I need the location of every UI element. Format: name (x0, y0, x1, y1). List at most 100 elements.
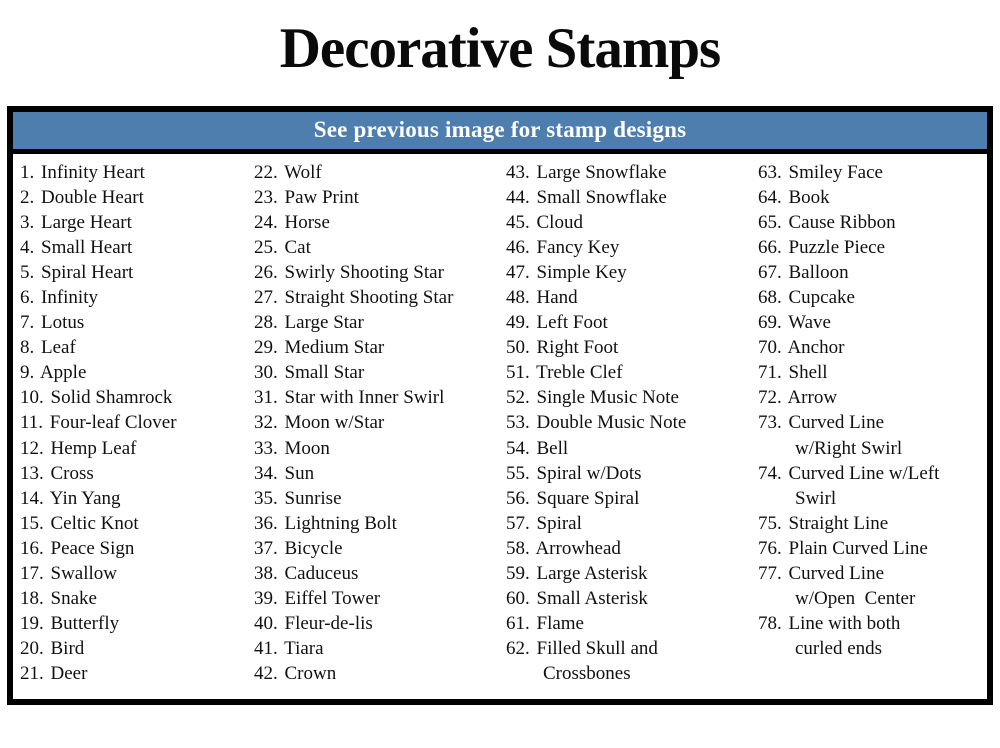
stamp-list-item: 25. Cat (254, 235, 506, 260)
stamp-item-text: 6. Infinity (20, 285, 254, 310)
stamp-item-label: Caduceus (279, 563, 359, 585)
stamp-item-text: 1. Infinity Heart (20, 160, 254, 185)
stamp-item-text: 52. Single Music Note (506, 385, 758, 410)
stamp-item-label: Left Foot (531, 312, 608, 334)
stamp-list-item: 61. Flame (506, 611, 758, 636)
stamp-item-text: 14. Yin Yang (20, 486, 254, 511)
stamp-item-number: 34. (254, 462, 278, 484)
stamp-item-label: Filled Skull and (531, 638, 658, 660)
stamp-item-number: 59. (506, 563, 530, 585)
stamp-item-text: 26. Swirly Shooting Star (254, 260, 506, 285)
stamp-list-item: 55. Spiral w/Dots (506, 461, 758, 486)
stamp-item-label: Arrowhead (531, 537, 621, 559)
stamp-item-number: 74. (758, 462, 782, 484)
stamp-item-text: 49. Left Foot (506, 310, 758, 335)
stamp-list-item: 76. Plain Curved Line (758, 536, 987, 561)
stamp-item-text: 44. Small Snowflake (506, 185, 758, 210)
stamp-item-number: 60. (506, 588, 530, 610)
stamp-list-item: 34. Sun (254, 461, 506, 486)
stamp-item-text: 4. Small Heart (20, 235, 254, 260)
stamp-item-label: Small Heart (36, 236, 133, 258)
stamp-list-item: 48. Hand (506, 285, 758, 310)
stamp-item-label: Cupcake (783, 287, 855, 309)
stamp-list-item: 15. Celtic Knot (20, 511, 254, 536)
stamp-item-number: 75. (758, 512, 782, 534)
stamp-list-item: 47. Simple Key (506, 260, 758, 285)
stamp-item-text: 11. Four-leaf Clover (20, 410, 254, 435)
stamp-item-text: 51. Treble Clef (506, 360, 758, 385)
stamp-item-label: Peace Sign (45, 537, 135, 559)
stamp-item-number: 32. (254, 412, 278, 434)
stamp-list-item: 22. Wolf (254, 160, 506, 185)
stamp-list-item: 35. Sunrise (254, 486, 506, 511)
stamp-item-text: 54. Bell (506, 436, 758, 461)
stamp-item-text: 27. Straight Shooting Star (254, 285, 506, 310)
stamp-item-text: 18. Snake (20, 586, 254, 611)
stamp-item-label: Double Heart (36, 186, 144, 208)
stamp-list-item: 1. Infinity Heart (20, 160, 254, 185)
stamp-item-text: 73. Curved Line (758, 410, 987, 435)
stamp-item-label: Hand (531, 287, 578, 309)
stamp-column-3: 43. Large Snowflake 44. Small Snowflake 45… (506, 160, 758, 687)
stamp-item-label: Plain Curved Line (783, 537, 928, 559)
stamp-list-item: 10. Solid Shamrock (20, 385, 254, 410)
stamp-item-text: 47. Simple Key (506, 260, 758, 285)
stamp-item-number: 6. (20, 287, 35, 309)
stamp-item-label: Anchor (783, 337, 845, 359)
stamp-item-text: 55. Spiral w/Dots (506, 461, 758, 486)
stamp-item-text: 31. Star with Inner Swirl (254, 385, 506, 410)
stamp-item-number: 3. (20, 211, 35, 233)
stamp-item-number: 49. (506, 312, 530, 334)
stamp-item-text: 42. Crown (254, 661, 506, 686)
stamp-item-number: 50. (506, 337, 530, 359)
stamp-item-label: Spiral (531, 512, 582, 534)
stamp-item-label: Deer (45, 663, 88, 685)
stamp-list-item: 39. Eiffel Tower (254, 586, 506, 611)
stamp-item-number: 38. (254, 563, 278, 585)
stamp-item-label: Four-leaf Clover (45, 412, 177, 434)
stamp-item-label: Horse (279, 211, 330, 233)
stamp-item-label: Lotus (36, 312, 85, 334)
stamp-item-number: 76. (758, 537, 782, 559)
stamp-item-label: Book (783, 186, 830, 208)
stamp-item-text: 37. Bicycle (254, 536, 506, 561)
stamp-list-item: 11. Four-leaf Clover (20, 410, 254, 435)
stamp-item-number: 71. (758, 362, 782, 384)
stamp-item-text: 72. Arrow (758, 385, 987, 410)
stamp-item-number: 70. (758, 337, 782, 359)
stamp-item-label: Straight Line (783, 512, 889, 534)
stamp-item-number: 57. (506, 512, 530, 534)
stamp-item-number: 9. (20, 362, 35, 384)
stamp-item-label: Small Snowflake (531, 186, 667, 208)
stamp-list-item: 21. Deer (20, 661, 254, 686)
stamp-item-text: 74. Curved Line w/Left (758, 461, 987, 486)
stamp-item-label: Yin Yang (45, 487, 121, 509)
stamp-item-label: Solid Shamrock (45, 387, 173, 409)
stamp-item-label: Puzzle Piece (783, 236, 886, 258)
stamp-item-label: Spiral w/Dots (531, 462, 642, 484)
stamp-item-text: 41. Tiara (254, 636, 506, 661)
stamp-list-item: 74. Curved Line w/Left Swirl (758, 461, 987, 511)
stamp-list-item: 20. Bird (20, 636, 254, 661)
stamp-item-text: 64. Book (758, 185, 987, 210)
stamp-list-item: 26. Swirly Shooting Star (254, 260, 506, 285)
stamp-item-number: 72. (758, 387, 782, 409)
stamp-item-label: Fancy Key (531, 236, 620, 258)
stamp-list-item: 7. Lotus (20, 310, 254, 335)
stamp-item-number: 5. (20, 261, 35, 283)
stamp-item-text: 38. Caduceus (254, 561, 506, 586)
stamp-item-text: 10. Solid Shamrock (20, 385, 254, 410)
stamp-item-text: 48. Hand (506, 285, 758, 310)
stamp-item-number: 65. (758, 211, 782, 233)
stamp-list-item: 43. Large Snowflake (506, 160, 758, 185)
stamp-item-number: 30. (254, 362, 278, 384)
stamp-item-number: 37. (254, 537, 278, 559)
stamp-list-item: 13. Cross (20, 461, 254, 486)
stamp-item-label: Small Star (279, 362, 365, 384)
stamp-item-number: 46. (506, 236, 530, 258)
stamp-item-text: 77. Curved Line (758, 561, 987, 586)
stamp-item-label: Wave (783, 312, 831, 334)
stamp-list-item: 28. Large Star (254, 310, 506, 335)
stamp-item-label: Paw Print (279, 186, 359, 208)
banner-text: See previous image for stamp designs (313, 117, 687, 143)
